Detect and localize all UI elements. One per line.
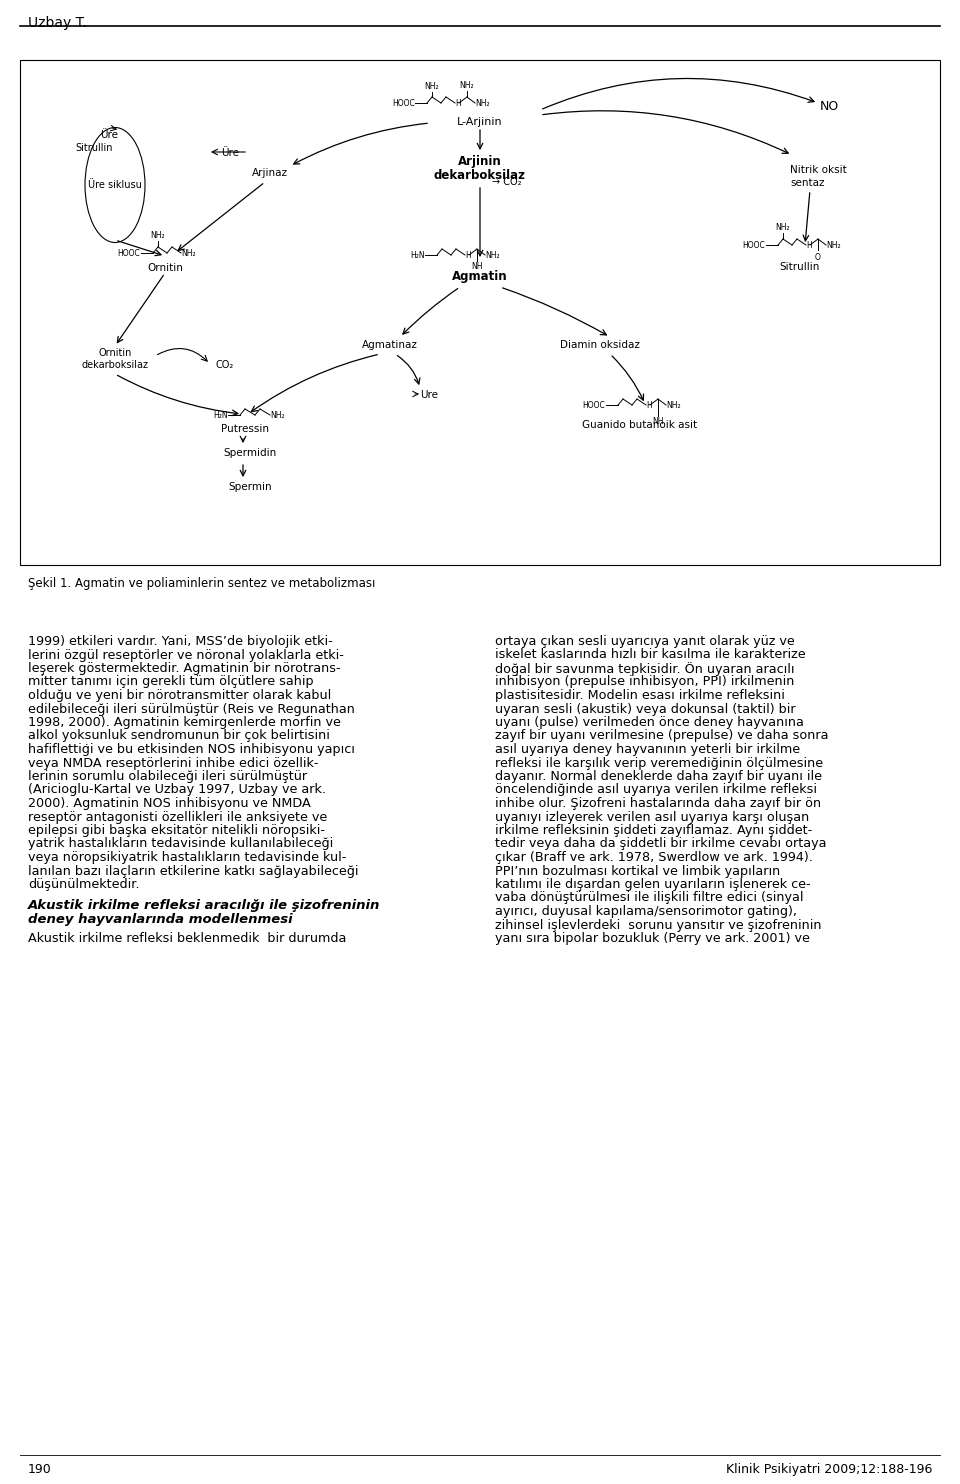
Text: CO₂: CO₂ xyxy=(215,361,233,370)
Text: Diamin oksidaz: Diamin oksidaz xyxy=(560,340,640,350)
Text: NH₂: NH₂ xyxy=(485,251,499,260)
Text: Sitrullin: Sitrullin xyxy=(75,142,112,153)
Text: alkol yoksunluk sendromunun bir çok belirtisini: alkol yoksunluk sendromunun bir çok beli… xyxy=(28,730,330,742)
Text: uyaran sesli (akustik) veya dokunsal (taktil) bir: uyaran sesli (akustik) veya dokunsal (ta… xyxy=(495,702,796,715)
Text: Spermidin: Spermidin xyxy=(224,448,276,459)
Text: Üre siklusu: Üre siklusu xyxy=(88,180,142,190)
Text: veya nöropsikiyatrik hastalıkların tedavisinde kul-: veya nöropsikiyatrik hastalıkların tedav… xyxy=(28,850,347,864)
Text: mitter tanımı için gerekli tüm ölçütlere sahip: mitter tanımı için gerekli tüm ölçütlere… xyxy=(28,675,314,689)
Text: NH₂: NH₂ xyxy=(826,240,841,249)
Text: → CO₂: → CO₂ xyxy=(492,177,521,187)
Text: 190: 190 xyxy=(28,1463,52,1477)
Text: NH₂: NH₂ xyxy=(270,411,284,420)
Text: katılımı ile dışardan gelen uyarıların işlenerek ce-: katılımı ile dışardan gelen uyarıların i… xyxy=(495,879,810,890)
Text: Üre: Üre xyxy=(100,131,118,139)
Text: iskelet kaslarında hızlı bir kasılma ile karakterize: iskelet kaslarında hızlı bir kasılma ile… xyxy=(495,649,805,662)
Text: tedir veya daha da şiddetli bir irkilme cevabı ortaya: tedir veya daha da şiddetli bir irkilme … xyxy=(495,837,827,850)
Text: NH₂: NH₂ xyxy=(151,232,165,240)
Text: deney hayvanlarında modellenmesi: deney hayvanlarında modellenmesi xyxy=(28,913,293,926)
Text: H: H xyxy=(465,251,470,260)
Text: NH: NH xyxy=(471,263,483,272)
Text: NH₂: NH₂ xyxy=(424,82,440,91)
Text: refleksi ile karşılık verip veremediğinin ölçülmesine: refleksi ile karşılık verip veremediğini… xyxy=(495,757,823,770)
Text: dekarboksilaz: dekarboksilaz xyxy=(434,169,526,183)
Text: NH₂: NH₂ xyxy=(666,401,681,410)
Text: NO: NO xyxy=(820,99,839,113)
Text: NH₂: NH₂ xyxy=(475,98,490,107)
Text: Şekil 1. Agmatin ve poliaminlerin sentez ve metabolizması: Şekil 1. Agmatin ve poliaminlerin sentez… xyxy=(28,577,375,591)
Text: NH: NH xyxy=(652,417,663,426)
Text: lerini özgül reseptörler ve nöronal yolaklarla etki-: lerini özgül reseptörler ve nöronal yola… xyxy=(28,649,344,662)
Text: PPI’nın bozulması kortikal ve limbik yapıların: PPI’nın bozulması kortikal ve limbik yap… xyxy=(495,865,780,877)
Text: HOOC: HOOC xyxy=(583,401,605,410)
Text: NH₂: NH₂ xyxy=(460,82,474,91)
Text: inhibe olur. Şizofreni hastalarında daha zayıf bir ön: inhibe olur. Şizofreni hastalarında daha… xyxy=(495,797,821,810)
Text: Arjinaz: Arjinaz xyxy=(252,168,288,178)
Text: HOOC: HOOC xyxy=(742,240,765,249)
Text: Ure: Ure xyxy=(420,390,438,401)
Text: sentaz: sentaz xyxy=(790,178,825,188)
Text: uyanı (pulse) verilmeden önce deney hayvanına: uyanı (pulse) verilmeden önce deney hayv… xyxy=(495,715,804,729)
Text: O: O xyxy=(815,252,821,263)
Text: H: H xyxy=(455,98,461,107)
Text: ayırıcı, duyusal kapılama/sensorimotor gating),: ayırıcı, duyusal kapılama/sensorimotor g… xyxy=(495,905,797,919)
Text: Agmatinaz: Agmatinaz xyxy=(362,340,418,350)
Text: edilebileceği ileri sürülmüştür (Reis ve Regunathan: edilebileceği ileri sürülmüştür (Reis ve… xyxy=(28,702,355,715)
Text: HOOC: HOOC xyxy=(117,248,140,258)
Text: 2000). Agmatinin NOS inhibisyonu ve NMDA: 2000). Agmatinin NOS inhibisyonu ve NMDA xyxy=(28,797,311,810)
Text: Spermin: Spermin xyxy=(228,482,272,493)
Text: inhibisyon (prepulse inhibisyon, PPI) irkilmenin: inhibisyon (prepulse inhibisyon, PPI) ir… xyxy=(495,675,794,689)
Text: düşünülmektedir.: düşünülmektedir. xyxy=(28,879,139,890)
Text: çıkar (Braff ve ark. 1978, Swerdlow ve ark. 1994).: çıkar (Braff ve ark. 1978, Swerdlow ve a… xyxy=(495,850,813,864)
Text: H₂N: H₂N xyxy=(410,251,425,260)
Text: vaba dönüştürülmesi ile ilişkili filtre edici (sinyal: vaba dönüştürülmesi ile ilişkili filtre … xyxy=(495,892,804,905)
Text: H₂N: H₂N xyxy=(213,411,228,420)
Text: Arjinin: Arjinin xyxy=(458,154,502,168)
Text: plastisitesidir. Modelin esası irkilme refleksini: plastisitesidir. Modelin esası irkilme r… xyxy=(495,689,785,702)
Text: asıl uyarıya deney hayvanının yeterli bir irkilme: asıl uyarıya deney hayvanının yeterli bi… xyxy=(495,743,800,755)
Text: zihinsel işlevlerdeki  sorunu yansıtır ve şizofreninin: zihinsel işlevlerdeki sorunu yansıtır ve… xyxy=(495,919,822,932)
Text: öncelendiğinde asıl uyarıya verilen irkilme refleksi: öncelendiğinde asıl uyarıya verilen irki… xyxy=(495,784,817,797)
Text: Agmatin: Agmatin xyxy=(452,270,508,283)
Text: irkilme refleksinin şiddeti zayıflamaz. Aynı şiddet-: irkilme refleksinin şiddeti zayıflamaz. … xyxy=(495,824,812,837)
Text: 1999) etkileri vardır. Yani, MSS’de biyolojik etki-: 1999) etkileri vardır. Yani, MSS’de biyo… xyxy=(28,635,333,649)
Text: lerinin sorumlu olabileceği ileri sürülmüştür: lerinin sorumlu olabileceği ileri sürülm… xyxy=(28,770,307,784)
Text: Ornitin: Ornitin xyxy=(147,263,183,273)
Text: epilepsi gibi başka eksitatör nitelikli nöropsiki-: epilepsi gibi başka eksitatör nitelikli … xyxy=(28,824,325,837)
Text: leşerek göstermektedir. Agmatinin bir nörotrans-: leşerek göstermektedir. Agmatinin bir nö… xyxy=(28,662,341,675)
Text: Nitrik oksit: Nitrik oksit xyxy=(790,165,847,175)
Text: doğal bir savunma tepkisidir. Ön uyaran aracılı: doğal bir savunma tepkisidir. Ön uyaran … xyxy=(495,662,795,677)
Text: NH₂: NH₂ xyxy=(181,248,196,258)
Text: Uzbay T.: Uzbay T. xyxy=(28,16,86,30)
Text: 1998, 2000). Agmatinin kemirgenlerde morfin ve: 1998, 2000). Agmatinin kemirgenlerde mor… xyxy=(28,715,341,729)
Text: Üre: Üre xyxy=(221,148,239,157)
Text: veya NMDA reseptörlerini inhibe edici özellik-: veya NMDA reseptörlerini inhibe edici öz… xyxy=(28,757,319,770)
Text: yatrik hastalıkların tedavisinde kullanılabileceği: yatrik hastalıkların tedavisinde kullanı… xyxy=(28,837,333,850)
Text: olduğu ve yeni bir nörotransmitter olarak kabul: olduğu ve yeni bir nörotransmitter olara… xyxy=(28,689,331,702)
Text: Klinik Psikiyatri 2009;12:188-196: Klinik Psikiyatri 2009;12:188-196 xyxy=(726,1463,932,1477)
Text: hafiflettiġi ve bu etkisinden NOS inhibisyonu yapıcı: hafiflettiġi ve bu etkisinden NOS inhib… xyxy=(28,743,355,755)
Text: ortaya çıkan sesli uyarıcıya yanıt olarak yüz ve: ortaya çıkan sesli uyarıcıya yanıt olara… xyxy=(495,635,795,649)
Text: Akustik irkilme refleksi aracılığı ile şizofreninin: Akustik irkilme refleksi aracılığı ile ş… xyxy=(28,899,380,913)
Text: dayanır. Normal deneklerde daha zayıf bir uyanı ile: dayanır. Normal deneklerde daha zayıf bi… xyxy=(495,770,822,784)
Bar xyxy=(20,59,940,565)
Text: uyanıyı izleyerek verilen asıl uyarıya karşı oluşan: uyanıyı izleyerek verilen asıl uyarıya k… xyxy=(495,810,809,824)
Text: yanı sıra bipolar bozukluk (Perry ve ark. 2001) ve: yanı sıra bipolar bozukluk (Perry ve ark… xyxy=(495,932,810,945)
Text: HOOC: HOOC xyxy=(393,98,415,107)
Text: Ornitin: Ornitin xyxy=(98,349,132,358)
Text: H: H xyxy=(806,240,812,249)
Text: L-Arjinin: L-Arjinin xyxy=(457,117,503,128)
Text: Akustik irkilme refleksi beklenmedik  bir durumda: Akustik irkilme refleksi beklenmedik bir… xyxy=(28,932,347,944)
Text: H: H xyxy=(646,401,652,410)
Text: Sitrullin: Sitrullin xyxy=(780,263,820,272)
Text: lanılan bazı ilaçların etkilerine katkı sağlayabileceği: lanılan bazı ilaçların etkilerine katkı … xyxy=(28,865,358,877)
Text: dekarboksilaz: dekarboksilaz xyxy=(82,361,149,370)
Text: (Aricioglu-Kartal ve Uzbay 1997, Uzbay ve ark.: (Aricioglu-Kartal ve Uzbay 1997, Uzbay v… xyxy=(28,784,326,797)
Text: reseptör antagonisti özellikleri ile anksiyete ve: reseptör antagonisti özellikleri ile ank… xyxy=(28,810,327,824)
Text: Guanido butanoik asit: Guanido butanoik asit xyxy=(583,420,698,430)
Text: zayıf bir uyanı verilmesine (prepulse) ve daha sonra: zayıf bir uyanı verilmesine (prepulse) v… xyxy=(495,730,828,742)
Text: Putressin: Putressin xyxy=(221,424,269,433)
Text: NH₂: NH₂ xyxy=(776,223,790,232)
